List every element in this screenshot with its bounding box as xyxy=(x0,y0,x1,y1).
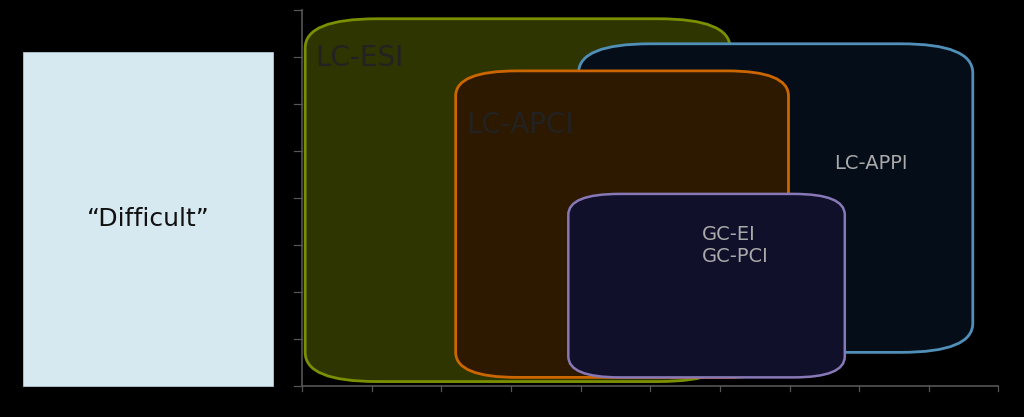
Text: LC-ESI: LC-ESI xyxy=(315,44,403,72)
FancyBboxPatch shape xyxy=(23,52,273,386)
Text: GC-EI
GC-PCI: GC-EI GC-PCI xyxy=(701,225,768,266)
FancyBboxPatch shape xyxy=(568,194,845,377)
FancyBboxPatch shape xyxy=(579,44,973,352)
FancyBboxPatch shape xyxy=(456,71,788,377)
Text: LC-APCI: LC-APCI xyxy=(466,111,573,138)
FancyBboxPatch shape xyxy=(305,19,730,382)
Text: LC-APPI: LC-APPI xyxy=(835,154,908,173)
Text: “Difficult”: “Difficult” xyxy=(87,207,209,231)
